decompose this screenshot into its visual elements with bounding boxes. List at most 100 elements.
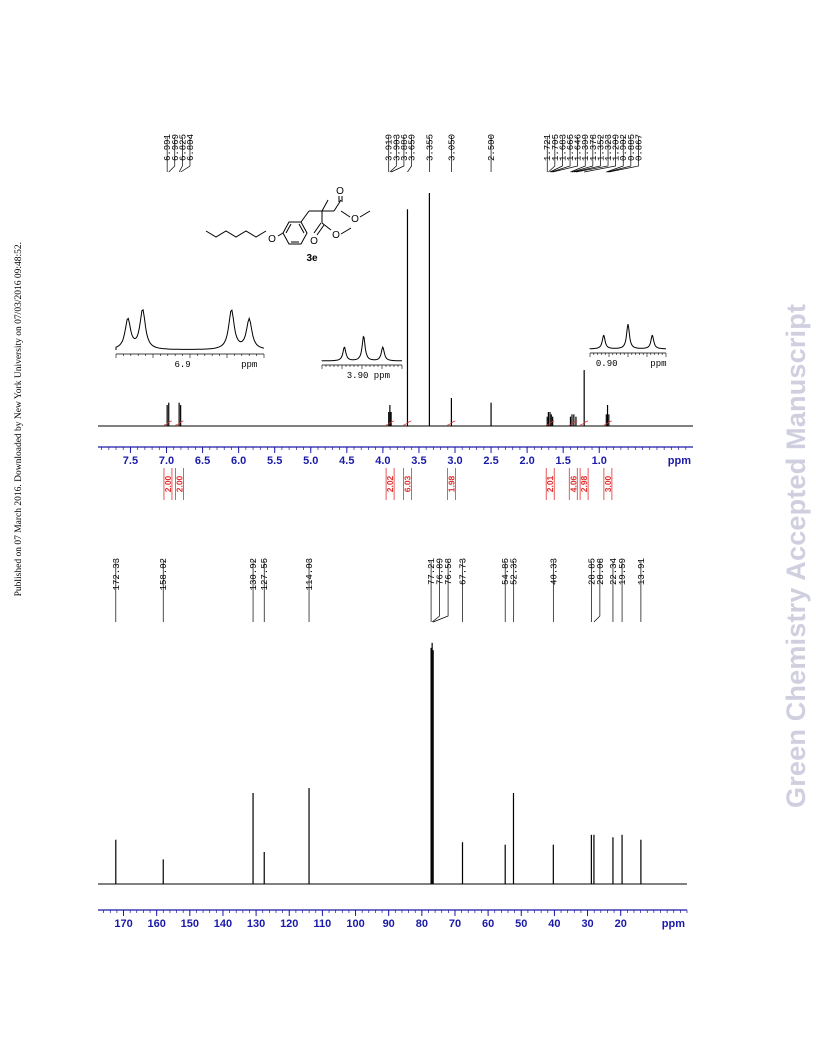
h1-peak-label: 0.885: [627, 134, 637, 161]
h1-label-leader: [570, 137, 586, 173]
carbonyl-oxygen: O: [310, 236, 318, 247]
h1-label-leader: [606, 137, 624, 173]
h1-peak-label: 2.500: [487, 134, 497, 161]
ring-double-bond: [285, 223, 292, 234]
ester-oxygen: O: [351, 214, 359, 225]
aryl-ether-bond: [277, 232, 284, 237]
h1-tick-label: 4.5: [339, 455, 354, 467]
carbonyl-bond: [313, 222, 322, 234]
c13-tick-label: 80: [416, 918, 428, 930]
inset-unit: ppm: [241, 360, 257, 370]
methoxy-bond: [359, 210, 371, 218]
c13-peak-label: 158.02: [159, 558, 169, 590]
h1-peaks: [98, 193, 693, 427]
benzyl-bond: [300, 210, 310, 223]
c13-label-leader: [431, 561, 440, 623]
integral-value: 2.01: [545, 475, 555, 492]
h1-tick-label: 6.5: [195, 455, 210, 467]
inset-trace: [589, 324, 666, 350]
c13-axis-unit: ppm: [662, 918, 685, 930]
compound-label: 3e: [306, 253, 318, 264]
h1-label-leader: [607, 137, 632, 173]
h1-integrals: 2.00 2.00 2.02 6.03 1.98 2.01 4.06 2.98 3.00: [163, 420, 613, 500]
h1-tick-label: 4.0: [375, 455, 390, 467]
h1-peak-label: 0.902: [619, 134, 629, 161]
c13-peak-label: 172.33: [112, 558, 122, 590]
inset-tick-label: 6.9: [174, 360, 190, 370]
ester-oxygen: O: [332, 230, 340, 241]
c13-tick-label: 100: [346, 918, 364, 930]
c13-peak-label: 77.21: [427, 558, 437, 585]
c13-peak-label: 19.59: [618, 558, 628, 585]
h1-peak-label: 0.867: [634, 134, 644, 161]
integral-curve: [175, 420, 184, 426]
h1-peak-label: 3.659: [408, 134, 418, 161]
c13-tick-label: 50: [515, 918, 527, 930]
c13-peak-label: 114.03: [305, 558, 315, 590]
integral-value: 2.00: [174, 475, 184, 492]
c13-peak-label: 67.73: [459, 558, 469, 585]
h1-label-leader: [548, 137, 556, 173]
h1-peak-label: 1.683: [558, 134, 568, 161]
integral-value: 3.00: [603, 475, 613, 492]
inset-unit: ppm: [650, 359, 666, 369]
ester-bond: [321, 222, 332, 231]
inset-tick-label: 3.90 ppm: [347, 371, 390, 381]
h1-label-leader: [552, 137, 578, 173]
h1-label-leader: [584, 137, 616, 173]
c13-tick-label: 140: [214, 918, 232, 930]
integral-curve: [386, 420, 395, 426]
c13-spectrum: 172.33 158.02 130.92 127.55 114.03 77.2176.89…: [98, 558, 688, 930]
c13-peak-label: 54.85: [501, 558, 511, 585]
h1-tick-label: 3.0: [447, 455, 462, 467]
c13-label-leader: [593, 561, 601, 623]
h1-label-leader: [549, 137, 563, 173]
c13-peak-label: 76.89: [436, 558, 446, 585]
h1-tick-label: 2.5: [483, 455, 498, 467]
h1-peak-label: 6.991: [163, 134, 173, 161]
integral-value: 2.00: [163, 475, 173, 492]
h1-label-leader: [575, 137, 609, 173]
c13-peak-label: 28.08: [596, 558, 606, 585]
h1-peak-label: 3.919: [385, 134, 395, 161]
h1-peak-label: 1.721: [543, 134, 553, 161]
c13-tick-label: 160: [147, 918, 165, 930]
c13-tick-label: 170: [114, 918, 132, 930]
h1-label-leader: [608, 137, 639, 173]
h1-tick-label: 7.5: [123, 455, 138, 467]
h1-ppm-axis: 7.5 7.0 6.5 6.0 5.5 5.0 4.5 4.0 3.5 3.0 2.5 2.0 1.5 1…: [98, 446, 693, 467]
integral-value: 2.02: [385, 475, 395, 492]
c13-tick-label: 40: [548, 918, 560, 930]
c13-tick-label: 60: [482, 918, 494, 930]
h1-axis-unit: ppm: [668, 455, 691, 467]
h1-peak-label: 1.209: [612, 134, 622, 161]
inset-trace: [321, 335, 402, 362]
h1-tick-label: 3.5: [411, 455, 426, 467]
h1-peak-label: 1.323: [604, 134, 614, 161]
methoxy-bond: [340, 227, 352, 235]
h1-peak-label: 1.646: [574, 134, 584, 161]
h1-label-leader: [571, 137, 594, 173]
integral-curve: [603, 420, 612, 426]
c13-tick-label: 30: [581, 918, 593, 930]
h1-tick-label: 5.0: [303, 455, 318, 467]
ether-oxygen: O: [268, 234, 276, 245]
h1-insets: 6.9 ppm 3.90 ppm 0.90 ppm: [115, 309, 667, 381]
h1-peak-label: 3.903: [392, 134, 402, 161]
h1-label-leader: [390, 137, 405, 173]
benzene-ring: [282, 221, 308, 245]
integral-curve: [403, 420, 412, 426]
c13-peak-label: 13.91: [637, 558, 647, 585]
h1-tick-label: 5.5: [267, 455, 282, 467]
inset-tick-label: 0.90: [596, 359, 618, 369]
c13-peak-label: 52.35: [510, 558, 520, 585]
h1-label-leader: [551, 137, 571, 173]
c13-ppm-axis: 170 160 150 140 130 120 110 100 90 80 70 60 50 40 30 20…: [98, 909, 688, 930]
h1-peak-label: 1.378: [589, 134, 599, 161]
h1-tick-label: 1.5: [556, 455, 571, 467]
h1-label-leader: [168, 137, 176, 173]
c13-peak-label: 130.92: [249, 558, 259, 590]
h1-label-leader: [389, 137, 397, 173]
